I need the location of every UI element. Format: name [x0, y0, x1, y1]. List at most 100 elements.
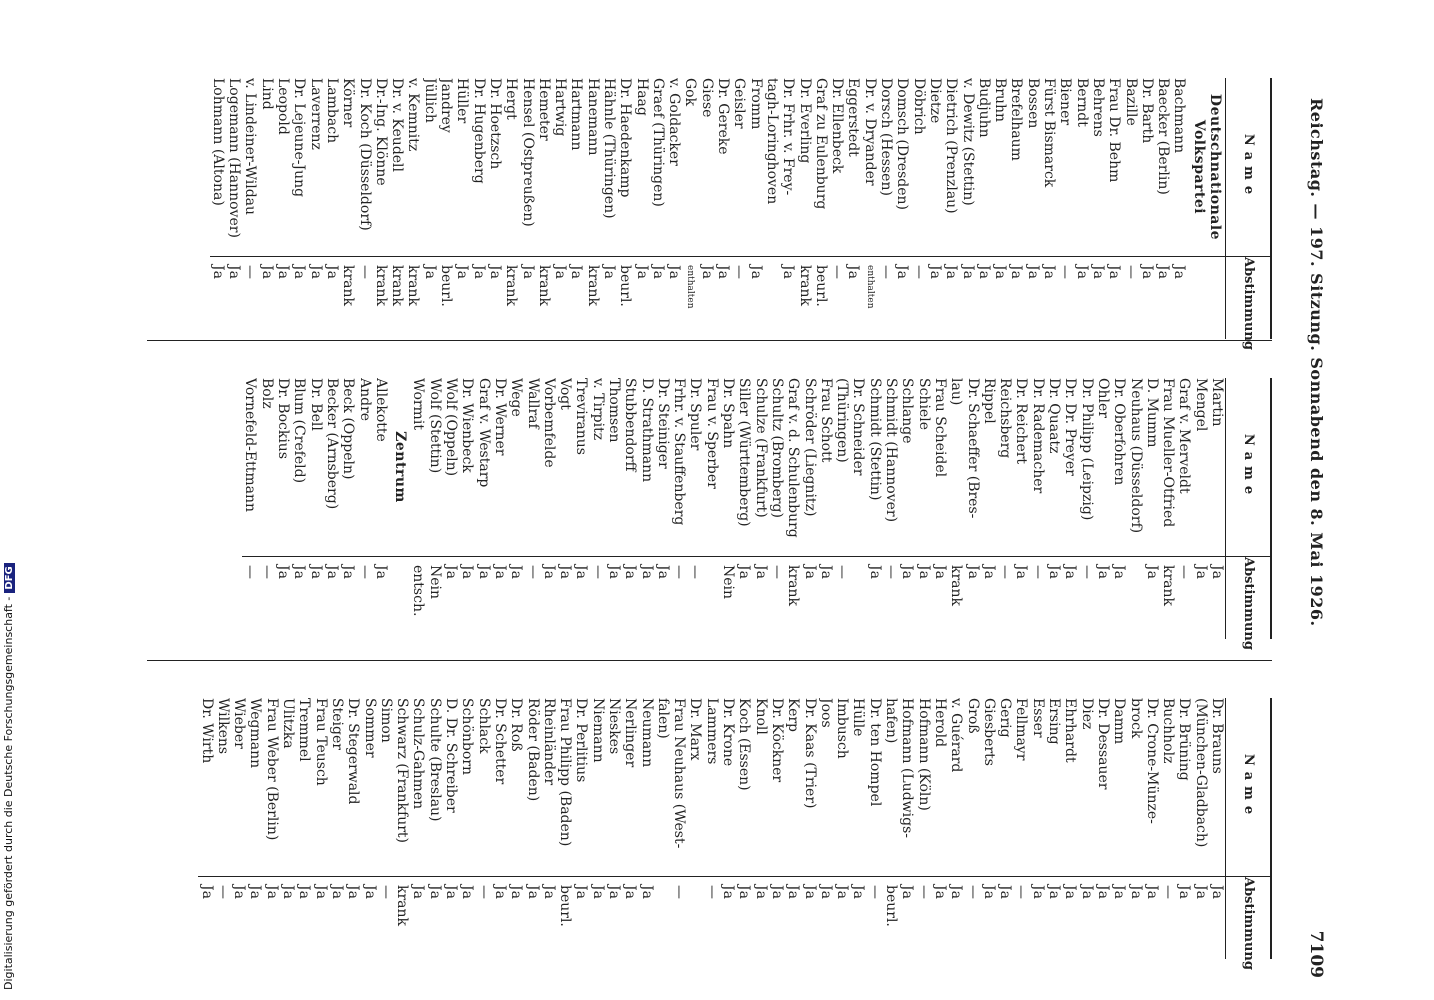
table-row: Dr. Schneider [850, 378, 867, 639]
vote-value: Ja [454, 256, 471, 339]
vote-value: — [377, 876, 394, 959]
vote-value: Ja [459, 876, 476, 959]
member-name: Dorsch (Hessen) [878, 78, 895, 196]
vote-value: Ja [605, 556, 623, 639]
vote-value: — [356, 256, 373, 339]
member-name: Hofmann (Ludwigs- [899, 698, 916, 838]
table-row: Lohmann (Altona) Ja [209, 78, 226, 339]
vote-value: Ja [1094, 876, 1111, 959]
table-row: Graef (Thüringen) Ja [649, 78, 666, 339]
vote-value: — [242, 256, 259, 339]
member-name: Schmidt (Hannover) [883, 378, 900, 523]
vote-value: Ja [833, 876, 851, 959]
member-name: Nerlinger [622, 698, 639, 768]
vote-value: Ja [568, 256, 585, 339]
vote-value: Ja [328, 876, 345, 959]
table-row: Dr. Koch (Düsseldorf) — [356, 78, 373, 339]
vote-value: Ja [291, 556, 308, 639]
vote-value: Ja [540, 876, 557, 959]
member-name: Frau Neuhaus (West- [671, 698, 688, 849]
vote-value: Ja [1029, 876, 1046, 959]
vote-value: Ja [947, 876, 965, 959]
vote-value: entsch. [410, 556, 427, 639]
vote-value: Nein [719, 556, 737, 639]
table-row: Dr. Crone-Münze- Ja [1143, 698, 1160, 959]
vote-cell [1187, 256, 1225, 339]
member-name: Dr. Everling [796, 78, 813, 164]
table-row: hafen) beurl. [882, 698, 900, 959]
table-row: Graf v. Merveldt — [1176, 378, 1193, 639]
table-row: Thomsen Ja [605, 378, 623, 639]
vote-value: Ja [339, 556, 357, 639]
vote-value: — [258, 556, 275, 639]
table-row: Neumann Ja [638, 698, 655, 959]
member-name: Dr. Spahn [720, 378, 737, 449]
table-row: Körner krank [339, 78, 357, 339]
table-row: v. Goldacker Ja [665, 78, 683, 339]
member-name: Andre [356, 378, 373, 422]
table-row: Hensel (Ostpreußen) Ja [519, 78, 536, 339]
table-row: Bossen Ja [1024, 78, 1041, 339]
table-row: Beck (Oppeln) Ja [339, 378, 357, 639]
rotated-page: Reichstag. — 197. Sitzung. Sonnabend den… [84, 38, 1334, 998]
member-name: v. Tirpitz [589, 378, 606, 441]
vote-value: Ja [850, 876, 867, 959]
table-row: v. Guérard Ja [947, 698, 965, 959]
member-name: Dr. Wirth [198, 698, 215, 764]
vote-value: Ja [894, 256, 911, 339]
table-row: Jandrey beurl. [437, 78, 455, 339]
table-row: lau) krank [947, 378, 965, 639]
vote-value: Ja [225, 256, 243, 339]
member-name: Becker (Arnsberg) [323, 378, 340, 510]
vote-value: enthalten [861, 256, 878, 339]
vote-value: Ja [980, 876, 997, 959]
table-row: Rippel Ja [980, 378, 997, 639]
table-row: Fromm Ja [747, 78, 764, 339]
table-row: Dr. Wirth Ja [198, 698, 215, 959]
table-row: Dr. Roß Ja [507, 698, 525, 959]
member-name: Giesberts [980, 698, 997, 766]
table-row: Schönborn Ja [459, 698, 476, 959]
table-row: Behrens Ja [1089, 78, 1106, 339]
vote-value: Ja [556, 556, 574, 639]
table-row: v. Lindeiner-Wildau — [242, 78, 259, 339]
member-name: Ersing [1046, 698, 1063, 745]
table-header: Name Abstimmung [1225, 78, 1272, 350]
vote-value [850, 556, 867, 639]
member-name: Wege [508, 378, 525, 417]
table-row: D. Dr. Schreiber Ja [442, 698, 460, 959]
vote-value: Ja [1110, 556, 1128, 639]
table-row: Dr. Barth Ja [1138, 78, 1155, 339]
member-name: Gok [682, 78, 699, 107]
vote-value: Ja [1143, 876, 1160, 959]
vote-header: Abstimmung [1226, 256, 1270, 350]
table-row: Hofmann (Köln) — [915, 698, 932, 959]
table-row: Schmidt (Hannover) — [882, 378, 900, 639]
member-name: Dr. v. Dryander [861, 78, 878, 186]
member-name: Jüllich [421, 78, 438, 123]
vote-value: Ja [736, 876, 753, 959]
member-name: Fromm [747, 78, 764, 130]
member-name: Kerp [785, 698, 802, 733]
member-name: D. Mumm [1143, 378, 1160, 448]
vote-value: — [1176, 556, 1193, 639]
vote-value: — [524, 556, 541, 639]
member-name: Hartmann [568, 78, 585, 151]
table-row: Geisler — [731, 78, 748, 339]
vote-value: Ja [426, 876, 443, 959]
table-row: Dr. Lejeune-Jung Ja [291, 78, 308, 339]
vote-value: beurl. [556, 876, 574, 959]
member-name: Dr. Roß [508, 698, 525, 752]
vote-value: Ja [801, 876, 818, 959]
member-name: Buchholz [1160, 698, 1177, 764]
table-row: Dr. Schaeffer (Bres- Ja [964, 378, 981, 639]
vote-value: Ja [258, 256, 275, 339]
table-row: Niemann Ja [589, 698, 606, 959]
vote-value [654, 876, 671, 959]
vote-value: — [1122, 256, 1139, 339]
vote-value: — [356, 556, 373, 639]
vote-value: Ja [1062, 876, 1079, 959]
table-row: Dr. Spuler — [687, 378, 704, 639]
member-name: Wilkens [214, 698, 231, 755]
vote-value: Ja [931, 876, 948, 959]
